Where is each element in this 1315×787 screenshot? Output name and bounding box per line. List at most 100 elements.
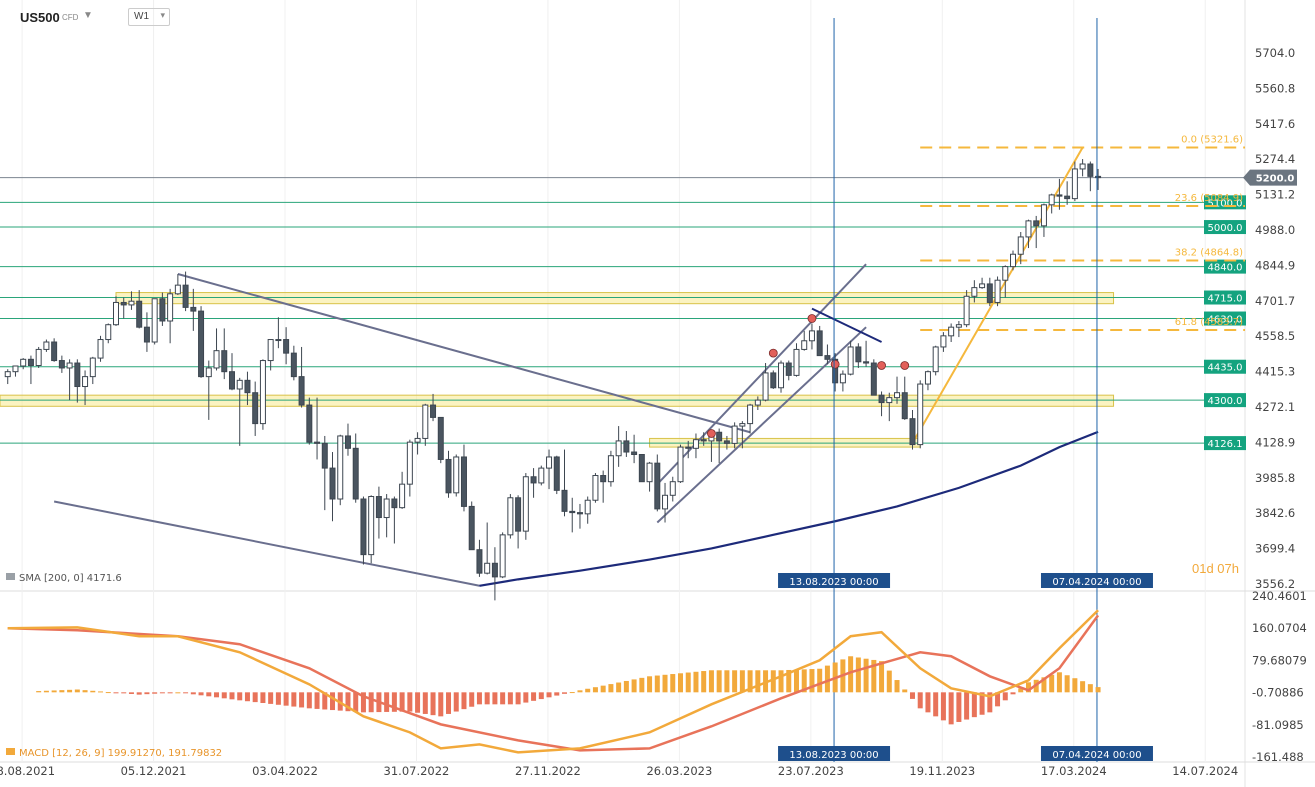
macd-histogram-bar bbox=[817, 668, 823, 693]
x-tick-label: 08.08.2021 bbox=[0, 764, 55, 778]
candle-body bbox=[1048, 194, 1055, 206]
macd-histogram-bar bbox=[538, 692, 544, 700]
macd-histogram-bar bbox=[500, 692, 506, 705]
macd-histogram-bar bbox=[1064, 675, 1070, 693]
macd-histogram-bar bbox=[848, 656, 854, 693]
macd-histogram-bar bbox=[252, 692, 258, 703]
macd-histogram-bar bbox=[422, 692, 428, 714]
candle-body bbox=[499, 534, 506, 578]
candle-body bbox=[615, 440, 622, 457]
candle-body bbox=[546, 456, 553, 469]
date-marker-label: 13.08.2023 00:00 bbox=[789, 750, 878, 761]
macd-y-tick-label: -161.488 bbox=[1252, 750, 1304, 764]
macd-histogram-bar bbox=[283, 692, 289, 706]
symbol-name[interactable]: US500 bbox=[20, 10, 60, 25]
chevron-down-icon[interactable]: ▼ bbox=[83, 10, 93, 21]
macd-histogram-bar bbox=[1072, 678, 1078, 693]
macd-histogram-bar bbox=[260, 692, 266, 703]
candle-body bbox=[491, 562, 498, 578]
candle bbox=[321, 435, 328, 511]
candle bbox=[770, 370, 777, 389]
candle-body bbox=[174, 284, 181, 295]
candle-body bbox=[453, 456, 460, 494]
timeframe-value: W1 bbox=[134, 11, 149, 22]
candle bbox=[538, 465, 545, 486]
candle-body bbox=[97, 339, 104, 359]
candle-body bbox=[592, 475, 599, 501]
price-level-tag bbox=[1204, 259, 1246, 274]
candle-body bbox=[368, 496, 375, 556]
candle bbox=[700, 432, 707, 446]
candle-body bbox=[816, 330, 823, 357]
date-marker-tag bbox=[1040, 746, 1153, 761]
candle bbox=[1064, 181, 1071, 205]
timeframe-select[interactable]: W1 ▾ bbox=[128, 8, 170, 26]
candle bbox=[51, 338, 58, 362]
candle-body bbox=[35, 348, 42, 366]
candle bbox=[66, 359, 73, 401]
macd-histogram-bar bbox=[747, 670, 753, 693]
candle-body bbox=[723, 440, 730, 444]
symbol-type-label: CFD bbox=[62, 13, 79, 22]
candle-body bbox=[948, 326, 955, 337]
date-marker-tag bbox=[778, 573, 891, 588]
candle-body bbox=[344, 435, 351, 449]
sma-line bbox=[479, 430, 1099, 587]
candle-body bbox=[476, 549, 483, 574]
candle bbox=[878, 391, 885, 417]
candle bbox=[437, 416, 444, 464]
candle-body bbox=[391, 498, 398, 509]
candle-body bbox=[669, 481, 676, 496]
price-level-tag bbox=[1204, 311, 1246, 326]
candle bbox=[863, 340, 870, 367]
macd-histogram-bar bbox=[384, 692, 390, 712]
macd-histogram-bar bbox=[971, 692, 977, 718]
candle bbox=[128, 291, 135, 310]
candle bbox=[298, 346, 305, 408]
candle bbox=[1056, 178, 1063, 210]
candle bbox=[886, 392, 893, 422]
candle-body bbox=[1017, 236, 1024, 255]
y-tick-label: 4128.9 bbox=[1255, 435, 1295, 449]
candle bbox=[205, 360, 212, 420]
macd-histogram-bar bbox=[778, 670, 784, 693]
fibonacci-level-label: 38.2 (4864.8) bbox=[1175, 247, 1243, 258]
candle bbox=[979, 277, 986, 289]
x-tick-label: 31.07.2022 bbox=[384, 764, 450, 778]
macd-histogram-bar bbox=[724, 670, 730, 693]
price-level-label: 5000.0 bbox=[1208, 223, 1243, 234]
candle bbox=[808, 323, 815, 350]
candle bbox=[476, 539, 483, 577]
candle bbox=[754, 396, 761, 410]
macd-histogram-bar bbox=[82, 690, 88, 693]
candle bbox=[174, 274, 181, 296]
candle bbox=[252, 381, 259, 436]
macd-histogram-bar bbox=[43, 690, 49, 693]
candle bbox=[422, 403, 429, 446]
candle bbox=[221, 328, 228, 380]
macd-histogram-bar bbox=[786, 669, 792, 693]
candle bbox=[143, 312, 150, 352]
candle-body bbox=[584, 499, 591, 515]
price-level-label: 4300.0 bbox=[1208, 396, 1243, 407]
candle-body bbox=[839, 373, 846, 384]
candle-body bbox=[460, 456, 467, 507]
candle-body bbox=[538, 467, 545, 484]
candle bbox=[793, 343, 800, 377]
candle bbox=[963, 290, 970, 328]
candle bbox=[561, 449, 568, 517]
candle bbox=[932, 345, 939, 376]
candle-body bbox=[747, 404, 754, 425]
x-tick-label: 19.11.2023 bbox=[909, 764, 975, 778]
candle-body bbox=[762, 372, 769, 401]
candle bbox=[4, 369, 11, 385]
candle bbox=[259, 359, 266, 430]
candle-body bbox=[228, 371, 235, 390]
macd-y-tick-label: 240.4601 bbox=[1252, 589, 1307, 603]
candle-body bbox=[561, 489, 568, 512]
candle bbox=[654, 454, 661, 512]
macd-histogram-bar bbox=[515, 692, 521, 705]
candle bbox=[453, 454, 460, 497]
candle bbox=[1017, 231, 1024, 265]
